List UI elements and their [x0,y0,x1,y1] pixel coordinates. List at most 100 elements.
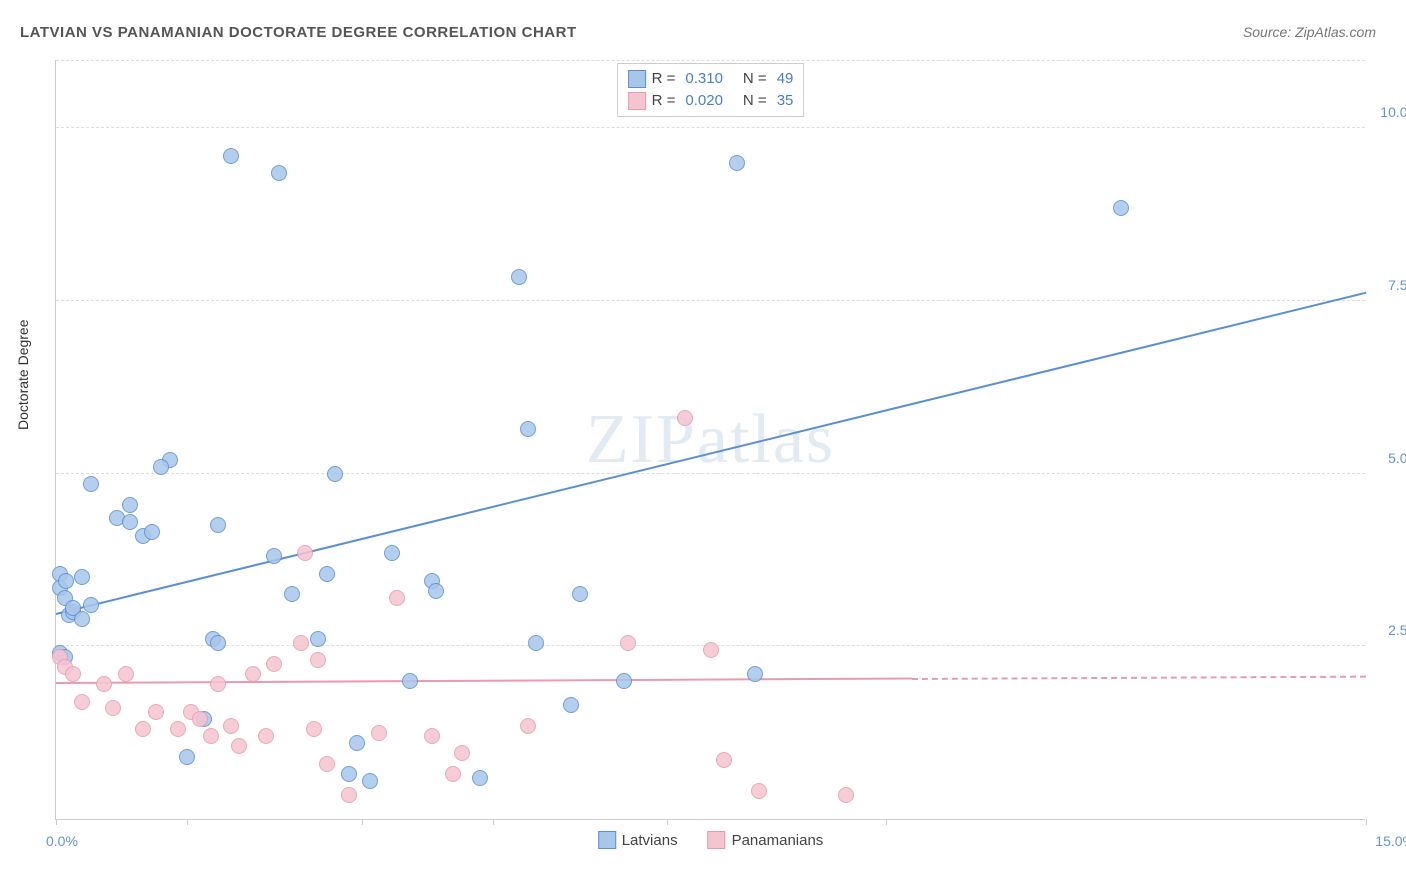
data-point [210,635,226,651]
legend-swatch [708,831,726,849]
data-point [96,676,112,692]
data-point [266,548,282,564]
data-point [729,155,745,171]
data-point [306,721,322,737]
data-point [65,666,81,682]
data-point [402,673,418,689]
data-point [703,642,719,658]
data-point [327,466,343,482]
x-axis-min-label: 0.0% [46,833,78,849]
legend-n-value: 35 [777,90,794,112]
x-axis-max-label: 15.0% [1375,833,1406,849]
data-point [472,770,488,786]
x-tick [493,819,494,825]
legend-r-label: R = [652,68,676,90]
data-point [454,745,470,761]
data-point [148,704,164,720]
legend-label: Latvians [622,832,678,849]
source-label: Source: ZipAtlas.com [1243,24,1376,40]
data-point [258,728,274,744]
data-point [310,631,326,647]
data-point [293,635,309,651]
data-point [74,611,90,627]
legend-stats: R = 0.310 N = 49 R = 0.020 N = 35 [617,63,805,117]
data-point [349,735,365,751]
data-point [74,694,90,710]
data-point [297,545,313,561]
trend-line [912,675,1366,679]
data-point [528,635,544,651]
data-point [266,656,282,672]
data-point [105,700,121,716]
data-point [245,666,261,682]
data-point [210,676,226,692]
data-point [1113,200,1129,216]
data-point [83,597,99,613]
legend-n-label: N = [743,90,767,112]
legend-swatch [628,70,646,88]
data-point [620,635,636,651]
legend-n-label: N = [743,68,767,90]
data-point [341,766,357,782]
data-point [223,718,239,734]
data-point [170,721,186,737]
legend-n-value: 49 [777,68,794,90]
data-point [144,524,160,540]
data-point [563,697,579,713]
data-point [520,421,536,437]
legend-row: R = 0.310 N = 49 [628,68,794,90]
data-point [838,787,854,803]
legend-r-value: 0.020 [685,90,723,112]
plot-area: ZIPatlas R =0.310N =49R =0.020N =35 Latv… [55,60,1365,820]
y-tick-label: 2.5% [1388,622,1406,638]
data-point [231,738,247,754]
chart-title: LATVIAN VS PANAMANIAN DOCTORATE DEGREE C… [20,24,577,41]
data-point [192,711,208,727]
trend-line [56,678,912,685]
y-tick-label: 10.0% [1380,104,1406,120]
gridline [56,300,1365,301]
legend-series: Latvians Panamanians [598,831,824,849]
y-tick-label: 7.5% [1388,277,1406,293]
data-point [716,752,732,768]
data-point [271,165,287,181]
legend-r-value: 0.310 [685,68,723,90]
gridline [56,60,1365,61]
data-point [747,666,763,682]
y-tick-label: 5.0% [1388,450,1406,466]
data-point [572,586,588,602]
data-point [153,459,169,475]
data-point [389,590,405,606]
data-point [319,566,335,582]
data-point [511,269,527,285]
data-point [677,410,693,426]
data-point [122,497,138,513]
data-point [371,725,387,741]
x-tick [362,819,363,825]
legend-item: Panamanians [708,831,824,849]
x-tick [56,819,57,825]
data-point [384,545,400,561]
x-tick [667,819,668,825]
data-point [223,148,239,164]
data-point [310,652,326,668]
legend-row: R = 0.020 N = 35 [628,90,794,112]
data-point [751,783,767,799]
legend-swatch [598,831,616,849]
watermark: ZIPatlas [586,400,835,480]
data-point [179,749,195,765]
data-point [122,514,138,530]
x-tick [1366,819,1367,825]
legend-r-label: R = [652,90,676,112]
data-point [445,766,461,782]
x-tick [187,819,188,825]
data-point [341,787,357,803]
data-point [428,583,444,599]
trend-line [56,292,1366,615]
gridline [56,473,1365,474]
data-point [284,586,300,602]
data-point [319,756,335,772]
data-point [135,721,151,737]
data-point [203,728,219,744]
data-point [83,476,99,492]
